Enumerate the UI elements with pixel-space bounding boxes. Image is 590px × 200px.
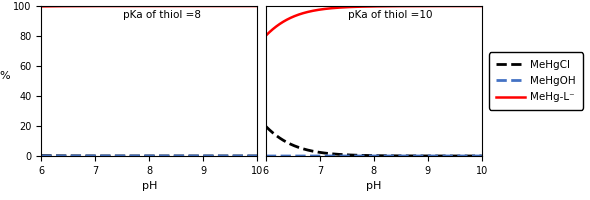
X-axis label: pH: pH	[366, 181, 382, 191]
Y-axis label: %: %	[0, 71, 10, 81]
X-axis label: pH: pH	[142, 181, 157, 191]
Legend: MeHgCl, MeHgOH, MeHg-L⁻: MeHgCl, MeHgOH, MeHg-L⁻	[489, 52, 583, 110]
Text: pKa of thiol =8: pKa of thiol =8	[123, 10, 201, 21]
Text: pKa of thiol =10: pKa of thiol =10	[348, 10, 432, 21]
